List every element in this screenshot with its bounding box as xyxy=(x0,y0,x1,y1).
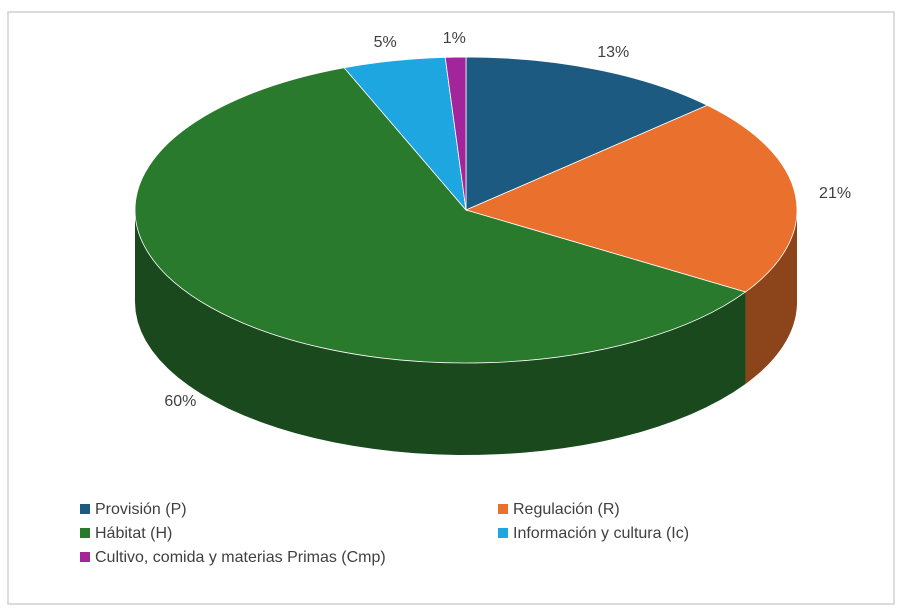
data-labels: 13% 21% 60% 5% 1% xyxy=(164,30,851,410)
pie-side xyxy=(135,210,746,455)
pie-slice xyxy=(444,56,467,211)
legend-swatch xyxy=(80,528,90,538)
pie-slice xyxy=(134,67,747,364)
pie-tops xyxy=(134,56,798,364)
legend-label: Regulación (R) xyxy=(513,501,620,518)
pie-slice xyxy=(465,56,709,211)
pie-slice xyxy=(464,104,798,293)
data-label: 5% xyxy=(374,34,397,51)
data-label: 13% xyxy=(597,44,629,61)
legend-swatch xyxy=(498,528,508,538)
pie-sides xyxy=(135,210,797,455)
pie-side xyxy=(745,210,797,384)
legend-label: Cultivo, comida y materias Primas (Cmp) xyxy=(95,549,386,566)
data-label: 21% xyxy=(819,185,851,202)
legend: Provisión (P) Regulación (R) Hábitat (H) In… xyxy=(80,501,689,566)
legend-swatch xyxy=(498,504,508,514)
legend-label: Hábitat (H) xyxy=(95,525,172,542)
data-label: 1% xyxy=(443,30,466,47)
legend-label: Provisión (P) xyxy=(95,501,187,518)
legend-label: Información y cultura (Ic) xyxy=(513,525,689,542)
data-label: 60% xyxy=(164,393,196,410)
legend-swatch xyxy=(80,552,90,562)
legend-swatch xyxy=(80,504,90,514)
